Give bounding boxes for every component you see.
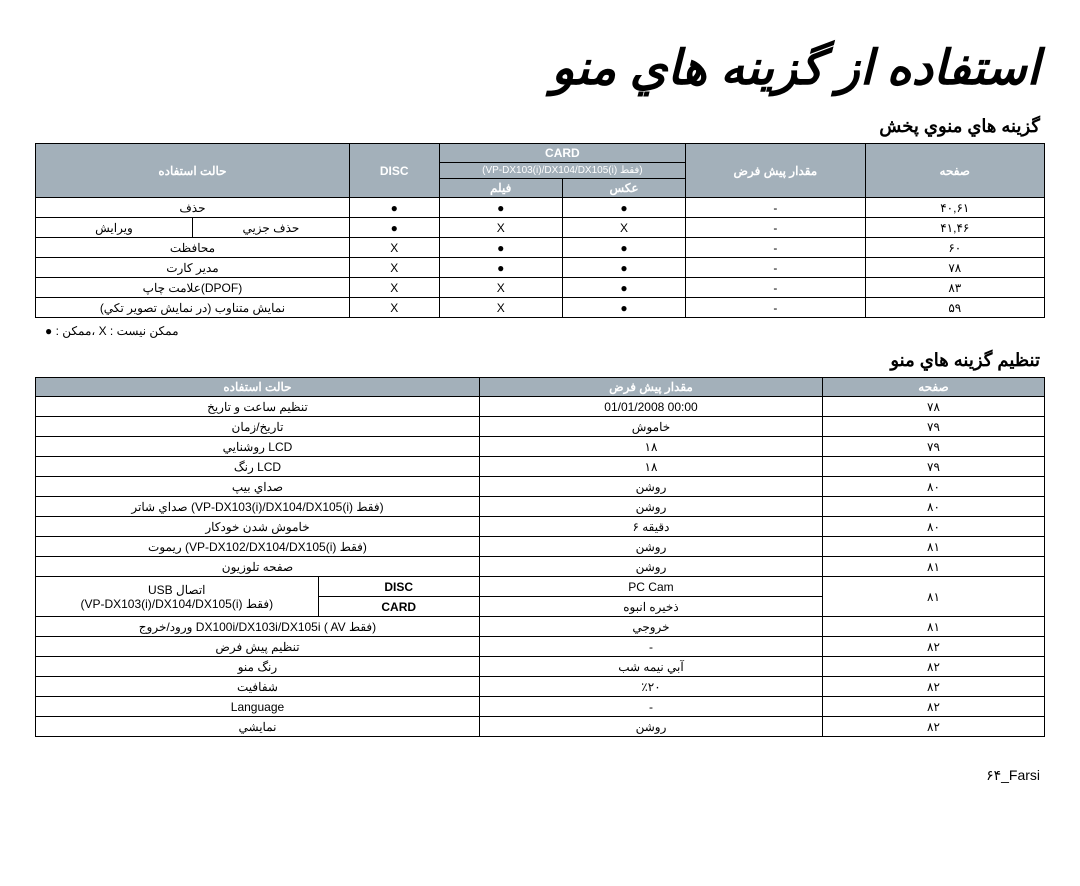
table-row: ويرايشحذف جزيي●XX-۴۱,۴۶ (36, 218, 1045, 238)
table-row: حذف●●●-۴۰,۶۱ (36, 198, 1045, 218)
table-row: روشنايي LCD۱۸۷۹ (36, 437, 1045, 457)
table-row: USB اتصال(VP-DX103(i)/DX104/DX105(i) فقط… (36, 577, 1045, 597)
table-row: رنگ منوآبي نيمه شب۸۲ (36, 657, 1045, 677)
table-row: شفافيت٪۲۰۸۲ (36, 677, 1045, 697)
legend-note: ● : ممكن، X : ممكن نيست (35, 318, 1045, 350)
table-row: صداي بيپروشن۸۰ (36, 477, 1045, 497)
col2-mode: حالت استفاده (36, 378, 480, 397)
col2-page: صفحه (823, 378, 1045, 397)
table-row: مدير كارتX●●-۷۸ (36, 258, 1045, 278)
table-row: تنظيم پيش فرض-۸۲ (36, 637, 1045, 657)
section-2-heading: تنظيم گزينه هاي منو (35, 350, 1045, 371)
table-row: خاموش شدن خودكار۶ دقيقه۸۰ (36, 517, 1045, 537)
table-row: تاريخ/زمانخاموش۷۹ (36, 417, 1045, 437)
table-row: صداي شاتر (VP-DX103(i)/DX104/DX105(i) فق… (36, 497, 1045, 517)
table-row: ورود/خروج DX100i/DX103i/DX105i ( AV فقط)… (36, 617, 1045, 637)
playback-options-table: حالت استفادهDISCCARDمقدار پيش فرضصفحه(VP… (35, 143, 1045, 318)
table-row: علامت چاپ(DPOF)XX●-۸۳ (36, 278, 1045, 298)
col2-default: مقدار پيش فرض (479, 378, 822, 397)
menu-settings-table: حالت استفاده مقدار پيش فرض صفحه تنظيم سا… (35, 377, 1045, 737)
page-title: استفاده از گزينه هاي منو (35, 40, 1045, 96)
table-row: تنظيم ساعت و تاريخ01/01/2008 00:00۷۸ (36, 397, 1045, 417)
section-1-heading: گزينه هاي منوي پخش (35, 116, 1045, 137)
table-row: صفحه تلوزيونروشن۸۱ (36, 557, 1045, 577)
table-row: رنگ LCD۱۸۷۹ (36, 457, 1045, 477)
table-row: نمايش متناوب (در نمايش تصوير تكي)XX●-۵۹ (36, 298, 1045, 318)
page-footer: ۶۴_Farsi (35, 767, 1045, 784)
table-row: محافظتX●●-۶۰ (36, 238, 1045, 258)
table-row: ريموت (VP-DX102/DX104/DX105(i) فقط)روشن۸… (36, 537, 1045, 557)
table-row: Language-۸۲ (36, 697, 1045, 717)
table-row: نمايشيروشن۸۲ (36, 717, 1045, 737)
